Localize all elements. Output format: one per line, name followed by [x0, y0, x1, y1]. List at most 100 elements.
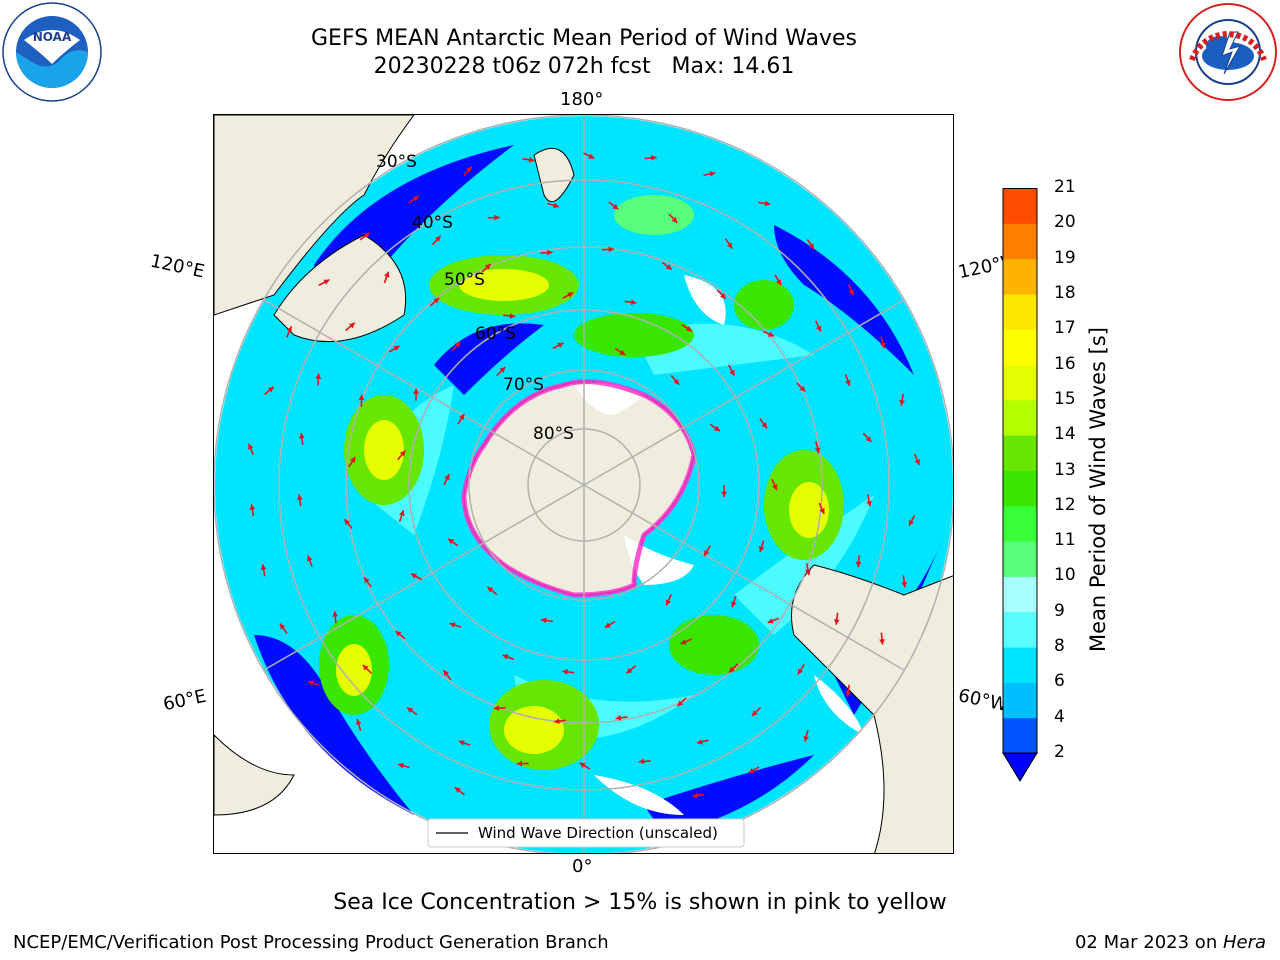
wind-wave-arrowhead — [879, 639, 885, 645]
wind-wave-arrowhead — [260, 564, 267, 571]
colorbar-svg — [1002, 188, 1038, 782]
run-date-text: 02 Mar 2023 on — [1074, 932, 1223, 953]
wind-wave-arrowhead — [499, 367, 506, 373]
wind-wave-arrowhead — [808, 243, 814, 250]
wind-wave-arrowhead — [772, 484, 778, 491]
sea-ice-note: Sea Ice Concentration > 15% is shown in … — [333, 890, 947, 915]
wind-wave-arrowhead — [908, 519, 915, 526]
wind-wave-arrowhead — [410, 573, 417, 579]
wind-wave-arrowhead — [761, 422, 767, 429]
wind-wave-arrowhead — [547, 249, 553, 256]
wind-wave-arrowhead — [768, 331, 775, 337]
wind-wave-arrowhead — [775, 279, 782, 286]
colorbar-segment — [1003, 364, 1037, 401]
colorbar-tick-label: 19 — [1054, 247, 1076, 268]
wind-wave-arrowhead — [332, 611, 339, 617]
colorbar-segment — [1003, 435, 1037, 471]
wind-wave-arrowhead — [362, 664, 369, 671]
colorbar-tick-label: 11 — [1054, 530, 1076, 551]
land-corners — [214, 115, 953, 853]
lon-label-60e: 60°E — [161, 685, 208, 716]
wind-wave-arrowhead — [803, 735, 810, 742]
colorbar-segment — [1003, 717, 1037, 754]
polar-map: Wind Wave Direction (unscaled) — [213, 114, 954, 854]
wind-wave-arrowhead — [731, 601, 737, 608]
wind-wave-arrowhead — [767, 618, 774, 624]
wind-wave-arrowhead — [487, 586, 494, 593]
colorbar-segment — [1003, 541, 1037, 577]
wind-wave-arrowhead — [692, 792, 699, 799]
noaa-logo: NOAA — [2, 2, 102, 102]
wind-wave-arrowhead — [358, 394, 365, 401]
colorbar-tick-label: 4 — [1054, 706, 1065, 727]
wind-wave-arrowhead — [680, 639, 687, 645]
wind-wave-arrowhead — [865, 436, 872, 442]
wind-wave-arrowhead — [348, 322, 355, 329]
run-date: 02 Mar 2023 on Hera — [1075, 932, 1266, 953]
lat-label-70s: 70°S — [503, 375, 544, 395]
wind-wave-arrowhead — [528, 157, 535, 163]
wind-wave-arrowhead — [448, 538, 455, 545]
wind-wave-arrowhead — [685, 326, 692, 332]
wind-wave-arrowhead — [704, 550, 710, 557]
wind-wave-arrowhead — [914, 458, 920, 465]
wind-wave-arrowhead — [901, 581, 908, 588]
wind-wave-arrowhead — [819, 508, 825, 514]
wind-wave-arrowhead — [833, 619, 840, 625]
colorbar-label: Mean Period of Wind Waves [s] — [1086, 327, 1110, 652]
wind-wave-arrowhead — [279, 623, 286, 630]
wind-wave-arrowhead — [540, 617, 547, 624]
wind-wave-arrowhead — [709, 171, 716, 177]
lat-label-60s: 60°S — [475, 324, 516, 344]
wind-wave-arrows — [247, 152, 921, 799]
colorbar-segment — [1003, 611, 1037, 648]
wind-wave-arrowhead — [855, 561, 862, 568]
wind-wave-arrowhead — [350, 457, 356, 463]
colorbar-segment — [1003, 329, 1037, 366]
wind-wave-arrowhead — [673, 378, 680, 385]
chart-title-line1: GEFS MEAN Antarctic Mean Period of Wind … — [311, 26, 857, 51]
wind-wave-arrowhead — [267, 386, 274, 393]
wind-wave-arrowhead — [665, 264, 672, 270]
colorbar-tick-label: 10 — [1054, 565, 1076, 586]
wind-wave-arrowhead — [398, 762, 404, 769]
wind-wave-arrowhead — [466, 166, 472, 173]
wind-wave-arrowhead — [696, 738, 703, 745]
wind-wave-arrowhead — [449, 622, 456, 628]
wind-wave-arrowhead — [412, 196, 419, 202]
wind-wave-arrowhead — [494, 214, 500, 221]
wind-wave-arrowhead — [638, 758, 645, 765]
wind-wave-arrowhead — [805, 569, 811, 576]
colorbar-tick-label: 20 — [1054, 212, 1076, 233]
wind-wave-arrowhead — [355, 719, 362, 725]
producer-credit: NCEP/EMC/Verification Post Processing Pr… — [13, 932, 609, 953]
colorbar-segment — [1003, 682, 1037, 719]
wind-wave-arrowhead — [323, 279, 330, 285]
wind-wave-arrowhead — [484, 263, 491, 270]
wind-wave-arrowhead — [407, 707, 414, 714]
wind-wave-arrowhead — [454, 341, 461, 348]
colorbar-tick-label: 14 — [1054, 424, 1076, 445]
wind-wave-arrowhead — [286, 326, 292, 333]
wind-wave-arrowhead — [502, 654, 509, 660]
wind-wave-arrowhead — [434, 235, 441, 242]
wind-wave-arrowhead — [814, 447, 821, 454]
wind-wave-arrowhead — [454, 787, 461, 793]
colorbar-tick-label: 9 — [1054, 600, 1065, 621]
wind-wave-arrowhead — [299, 433, 305, 439]
wind-wave-arrowhead — [799, 385, 806, 392]
wind-wave-arrowhead — [721, 491, 727, 497]
colorbar-tick-label: 2 — [1054, 742, 1065, 762]
colorbar-segment — [1003, 188, 1037, 224]
wind-wave-arrowhead — [364, 577, 370, 584]
wind-wave-arrowhead — [444, 474, 450, 481]
colorbar-tick-label: 15 — [1054, 388, 1076, 409]
polar-map-svg: Wind Wave Direction (unscaled) — [214, 115, 953, 853]
colorbar — [1000, 188, 1040, 788]
wind-wave-arrowhead — [726, 242, 733, 249]
map-legend: Wind Wave Direction (unscaled) — [427, 818, 745, 848]
wind-wave-arrowhead — [848, 289, 855, 296]
colorbar-segment — [1003, 470, 1037, 507]
wind-wave-arrowhead — [619, 349, 626, 355]
wind-wave-arrowhead — [845, 691, 852, 697]
